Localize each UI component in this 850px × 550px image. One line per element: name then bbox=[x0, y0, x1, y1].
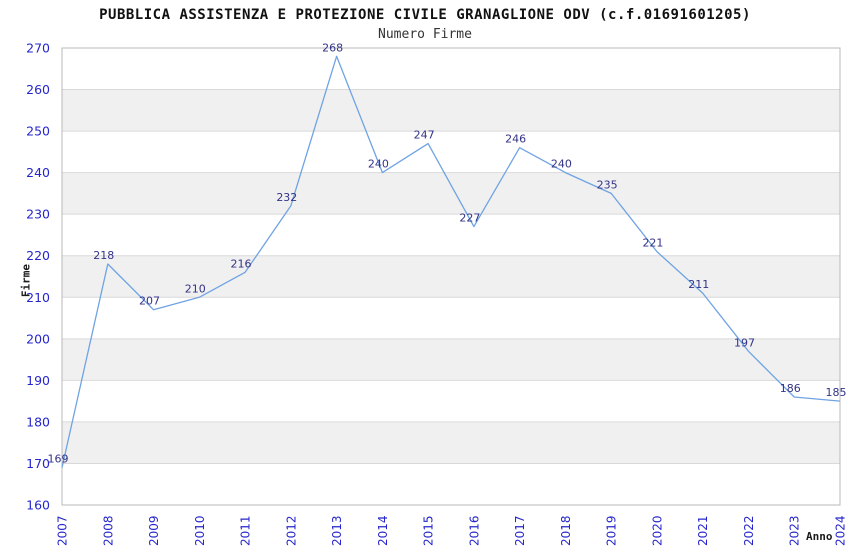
y-tick-label: 250 bbox=[26, 124, 50, 139]
data-point-label: 185 bbox=[826, 386, 847, 399]
data-point-label: 211 bbox=[688, 278, 709, 291]
plot-band bbox=[62, 421, 840, 464]
data-point-label: 235 bbox=[597, 178, 618, 191]
y-tick-label: 260 bbox=[26, 82, 50, 97]
x-tick-label: 2014 bbox=[376, 515, 390, 546]
data-point-label: 240 bbox=[551, 158, 572, 171]
y-tick-label: 240 bbox=[26, 165, 50, 180]
plot-band bbox=[62, 255, 840, 298]
data-point-label: 169 bbox=[48, 453, 69, 466]
x-tick-label: 2020 bbox=[650, 515, 664, 546]
x-tick-label: 2009 bbox=[147, 515, 161, 546]
x-tick-label: 2013 bbox=[330, 515, 344, 546]
x-tick-label: 2011 bbox=[239, 515, 253, 546]
plot-band bbox=[62, 338, 840, 381]
y-tick-label: 270 bbox=[26, 41, 50, 56]
chart-subtitle: Numero Firme bbox=[378, 27, 472, 42]
x-tick-label: 2017 bbox=[513, 515, 527, 546]
x-tick-label: 2012 bbox=[284, 515, 298, 546]
data-point-label: 218 bbox=[93, 249, 114, 262]
x-tick-label: 2007 bbox=[56, 515, 70, 546]
data-point-label: 186 bbox=[780, 382, 801, 395]
x-tick-label: 2023 bbox=[788, 515, 802, 546]
data-point-label: 207 bbox=[139, 295, 160, 308]
y-tick-label: 160 bbox=[26, 498, 50, 513]
data-point-label: 221 bbox=[642, 237, 663, 250]
x-tick-label: 2010 bbox=[193, 515, 207, 546]
data-point-label: 227 bbox=[459, 212, 480, 225]
y-tick-label: 210 bbox=[26, 290, 50, 305]
y-tick-label: 170 bbox=[26, 456, 50, 471]
y-tick-label: 220 bbox=[26, 248, 50, 263]
x-tick-label: 2015 bbox=[422, 515, 436, 546]
data-point-label: 268 bbox=[322, 41, 343, 54]
data-point-label: 210 bbox=[185, 282, 206, 295]
data-point-label: 232 bbox=[276, 191, 297, 204]
x-tick-label: 2021 bbox=[696, 515, 710, 546]
x-axis-title: Anno bbox=[806, 530, 833, 543]
data-point-label: 240 bbox=[368, 158, 389, 171]
x-tick-label: 2018 bbox=[559, 515, 573, 546]
x-tick-label: 2016 bbox=[467, 515, 481, 546]
y-axis-title: Firme bbox=[19, 263, 33, 298]
chart-title: PUBBLICA ASSISTENZA E PROTEZIONE CIVILE … bbox=[99, 7, 751, 23]
data-point-label: 197 bbox=[734, 336, 755, 349]
data-point-label: 216 bbox=[231, 257, 252, 270]
x-tick-label: 2022 bbox=[742, 515, 756, 546]
x-tick-label: 2008 bbox=[101, 515, 115, 546]
plot-band bbox=[62, 172, 840, 215]
x-tick-label: 2024 bbox=[834, 515, 848, 546]
y-tick-label: 230 bbox=[26, 207, 50, 222]
series-line bbox=[61, 55, 841, 468]
data-point-label: 246 bbox=[505, 133, 526, 146]
y-tick-label: 200 bbox=[26, 331, 50, 346]
y-tick-label: 190 bbox=[26, 373, 50, 388]
data-point-label: 247 bbox=[414, 129, 435, 142]
y-tick-label: 180 bbox=[26, 414, 50, 429]
x-tick-label: 2019 bbox=[605, 515, 619, 546]
plot-band bbox=[62, 89, 840, 132]
plot-border bbox=[61, 47, 841, 506]
